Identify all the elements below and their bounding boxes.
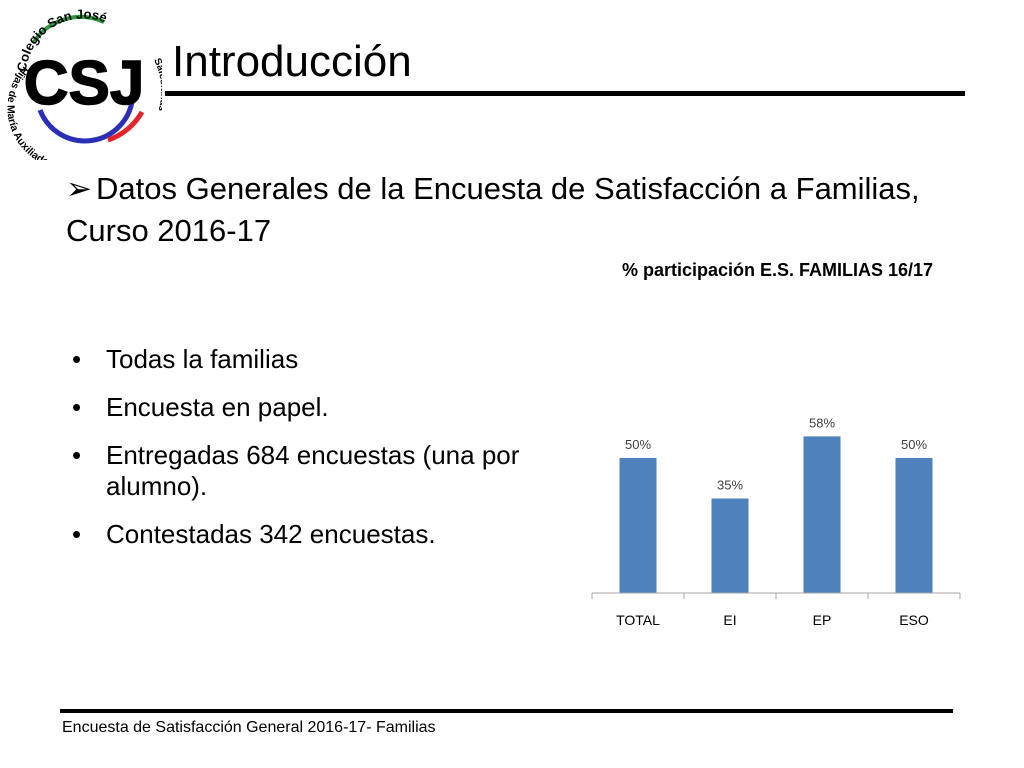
x-tick-label: EP: [813, 612, 832, 628]
arrow-bullet-icon: ➢: [66, 171, 92, 206]
data-label: 35%: [717, 478, 743, 493]
chart-bar: [895, 458, 933, 593]
chart-title: % participación E.S. FAMILIAS 16/17: [621, 260, 934, 280]
logo-monogram: CSJ: [24, 49, 145, 118]
chart-bar: [619, 458, 657, 593]
title-underline: [165, 91, 965, 96]
list-item: • Entregadas 684 encuestas (una por alumn…: [72, 440, 552, 502]
bullet-text: Todas la familias: [106, 344, 299, 374]
bullet-text: Encuesta en papel.: [106, 392, 329, 422]
bullet-text: Contestadas 342 encuestas.: [106, 519, 436, 549]
bullet-text: Entregadas 684 encuestas (una por alumno…: [106, 440, 520, 501]
data-label: 50%: [901, 437, 927, 452]
logo-right-text: Salesianas: [151, 57, 169, 113]
bullet-dot-icon: •: [72, 392, 82, 422]
x-tick-label: EI: [723, 612, 736, 628]
footer-text: Encuesta de Satisfacción General 2016-17…: [62, 719, 436, 736]
bullet-list: • Todas la familias • Encuesta en papel. •…: [72, 344, 552, 567]
data-label: 58%: [809, 415, 835, 430]
school-logo: CSJ Colegio San José Hijas de María Auxi…: [4, 2, 169, 171]
logo-emblem: CSJ Colegio San José Hijas de María Auxi…: [4, 6, 169, 171]
slide-title: Introducción: [172, 37, 412, 86]
data-label: 50%: [625, 437, 651, 452]
list-item: • Encuesta en papel.: [72, 392, 552, 423]
bullet-dot-icon: •: [72, 344, 82, 374]
bullet-dot-icon: •: [72, 440, 82, 470]
subtitle-text: Datos Generales de la Encuesta de Satisf…: [66, 171, 920, 248]
x-tick-label: ESO: [899, 612, 929, 628]
list-item: • Todas la familias: [72, 344, 552, 375]
list-item: • Contestadas 342 encuestas.: [72, 519, 552, 550]
chart-bar: [803, 436, 841, 593]
chart-bar: [711, 498, 749, 593]
slide-subtitle: ➢ Datos Generales de la Encuesta de Satis…: [66, 168, 946, 252]
svg-text:Salesianas: Salesianas: [151, 57, 162, 113]
bullet-dot-icon: •: [72, 519, 82, 549]
participation-bar-chart: 50% TOTAL 35% EI 58% EP 50% ESO: [591, 415, 961, 628]
x-tick-label: TOTAL: [616, 612, 660, 628]
footer-rule: [60, 709, 953, 713]
